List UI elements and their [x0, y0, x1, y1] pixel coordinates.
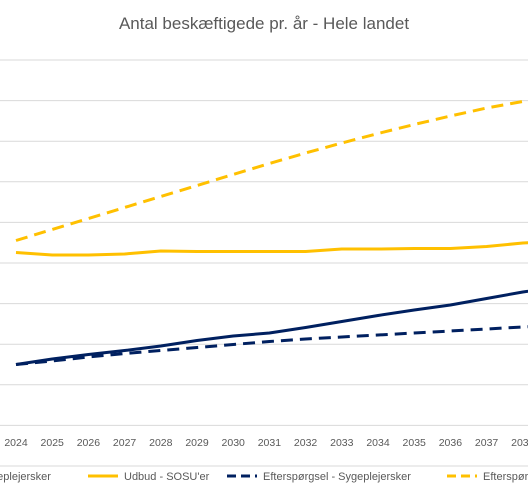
- x-tick-label: 2029: [185, 437, 209, 449]
- series-line: [15, 99, 528, 242]
- legend-label: Efterspørgsel - SOSU'er: [483, 471, 528, 483]
- x-tick-label: 2034: [366, 437, 390, 449]
- x-axis-ticks: 2024 2025 2026 2027 2028 2029 2030 2031 2032 2033…: [4, 437, 528, 449]
- x-tick-label: 2031: [258, 437, 282, 449]
- gridlines: [0, 59, 528, 467]
- chart-title: Antal beskæftigede pr. år - Hele landet: [118, 14, 410, 33]
- x-tick-label: 2038: [511, 437, 528, 449]
- legend-label: Udbud - Sygeplejersker: [0, 471, 51, 483]
- series-lines: [15, 99, 528, 366]
- x-tick-label: 2036: [439, 437, 463, 449]
- legend: Udbud - Sygeplejersker Udbud - SOSU'er Eft…: [0, 471, 528, 483]
- series-line: [15, 289, 528, 366]
- x-tick-label: 2026: [77, 437, 101, 449]
- x-tick-label: 2030: [222, 437, 246, 449]
- x-tick-label: 2033: [330, 437, 354, 449]
- x-tick-label: 2025: [41, 437, 65, 449]
- legend-label: Udbud - SOSU'er: [124, 471, 210, 483]
- x-tick-label: 2032: [294, 437, 318, 449]
- x-tick-label: 2024: [4, 437, 28, 449]
- x-tick-label: 2027: [113, 437, 137, 449]
- x-tick-label: 2028: [149, 437, 173, 449]
- series-line: [15, 325, 528, 366]
- x-tick-label: 2037: [475, 437, 499, 449]
- series-line: [15, 241, 528, 257]
- x-tick-label: 2035: [403, 437, 427, 449]
- legend-label: Efterspørgsel - Sygeplejersker: [263, 471, 411, 483]
